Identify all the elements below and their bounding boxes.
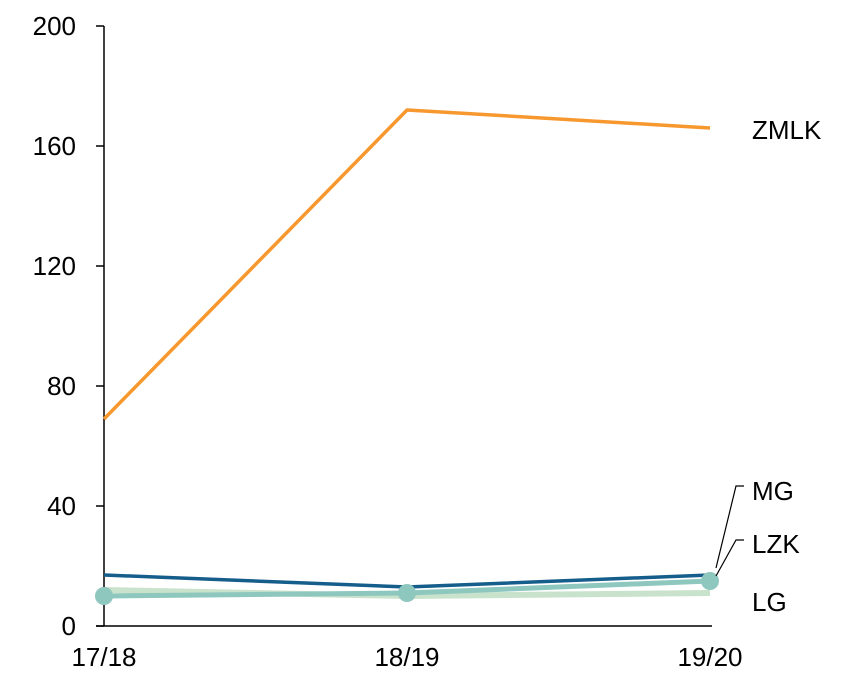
series-label-zmlk: ZMLK — [752, 115, 822, 145]
data-point-lzk — [95, 587, 113, 605]
y-tick-label: 0 — [62, 611, 76, 641]
data-point-lzk — [701, 572, 719, 590]
series-label-mg: MG — [752, 476, 794, 506]
series-label-lg: LG — [752, 587, 787, 617]
x-tick-label: 19/20 — [677, 642, 742, 672]
y-tick-label: 80 — [47, 371, 76, 401]
series-line-zmlk — [102, 108, 711, 421]
y-tick-label: 160 — [33, 131, 76, 161]
series-labels: ZMLK MG LZK LG — [715, 115, 822, 617]
x-tick-label: 17/18 — [71, 642, 136, 672]
y-axis: 0 40 80 120 160 200 — [33, 11, 105, 641]
leader-line-lzk — [715, 539, 744, 577]
y-tick-label: 200 — [33, 11, 76, 41]
x-axis: 17/18 18/19 19/20 — [71, 625, 743, 672]
leader-line-mg — [715, 485, 744, 569]
y-tick-label: 40 — [47, 491, 76, 521]
data-point-lzk — [398, 584, 416, 602]
x-tick-label: 18/19 — [374, 642, 439, 672]
series-label-lzk: LZK — [752, 529, 800, 559]
y-tick-label: 120 — [33, 251, 76, 281]
series-layer — [95, 108, 719, 605]
